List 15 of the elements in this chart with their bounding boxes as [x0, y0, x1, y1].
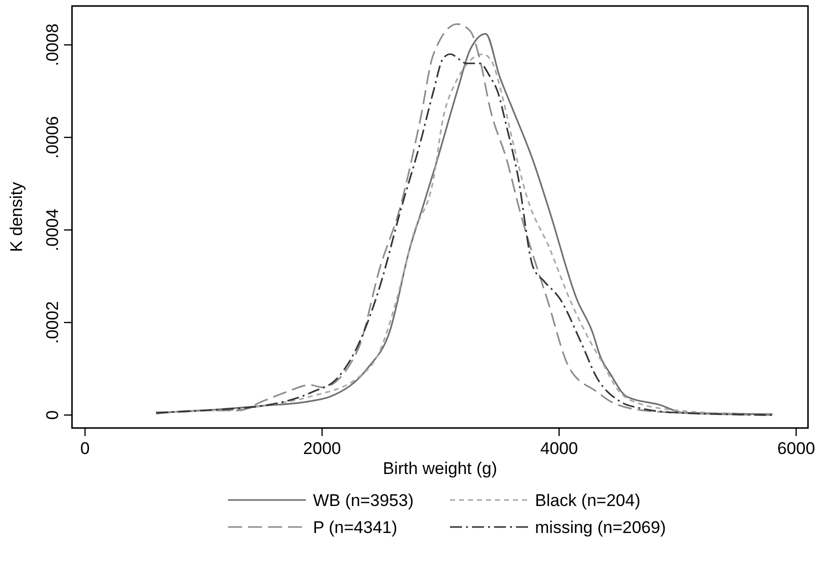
legend-label: missing (n=2069) — [535, 518, 666, 537]
x-tick-label: 4000 — [540, 439, 578, 458]
y-tick-label: .0008 — [43, 24, 62, 66]
x-axis-title: Birth weight (g) — [382, 459, 498, 478]
x-tick-label: 2000 — [303, 439, 341, 458]
x-tick-label: 6000 — [777, 439, 816, 458]
x-tick-label: 0 — [80, 439, 90, 458]
y-tick-label: .0004 — [43, 208, 62, 252]
y-axis-title: K density — [7, 182, 26, 252]
legend-label: Black (n=204) — [535, 491, 640, 510]
y-tick-label: 0 — [43, 410, 62, 420]
y-tick-label: .0002 — [43, 301, 62, 344]
y-tick-label: .0006 — [43, 116, 62, 159]
legend-label: WB (n=3953) — [313, 491, 414, 510]
legend-label: P (n=4341) — [313, 518, 398, 537]
